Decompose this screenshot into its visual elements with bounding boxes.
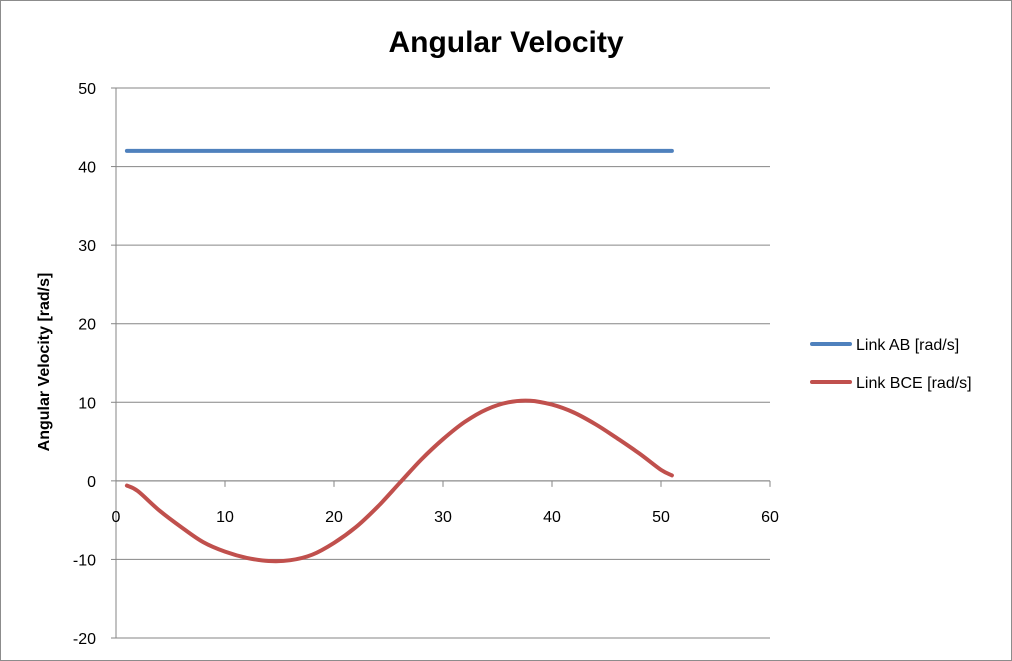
y-axis-label: Angular Velocity [rad/s] <box>36 273 53 452</box>
y-tick-label-7: 50 <box>78 81 96 98</box>
x-tick-label-6: 60 <box>761 509 779 526</box>
x-tick-label-0: 0 <box>112 509 121 526</box>
x-tick-label-2: 20 <box>325 509 343 526</box>
y-tick-label-0: -20 <box>73 631 96 648</box>
x-tick-label-3: 30 <box>434 509 452 526</box>
legend-label-1: Link BCE [rad/s] <box>856 375 972 392</box>
y-tick-label-2: 0 <box>87 474 96 491</box>
legend-label-0: Link AB [rad/s] <box>856 337 959 354</box>
axes: -20 -10 0 10 20 30 40 50 0 10 20 30 40 50 60 <box>73 81 779 648</box>
y-tick-label-1: -10 <box>73 552 96 569</box>
series-line-1 <box>124 398 674 564</box>
legend: Link AB [rad/s] Link BCE [rad/s] <box>810 337 972 392</box>
gridlines <box>116 87 770 639</box>
y-tick-label-5: 30 <box>78 238 96 255</box>
y-tick-label-6: 40 <box>78 160 96 177</box>
chart-title: Angular Velocity <box>388 26 623 59</box>
x-tick-label-5: 50 <box>652 509 670 526</box>
series-layer <box>124 148 674 564</box>
x-tick-label-4: 40 <box>543 509 561 526</box>
y-tick-label-3: 10 <box>78 395 96 412</box>
x-tick-label-1: 10 <box>216 509 234 526</box>
y-tick-label-4: 20 <box>78 317 96 334</box>
